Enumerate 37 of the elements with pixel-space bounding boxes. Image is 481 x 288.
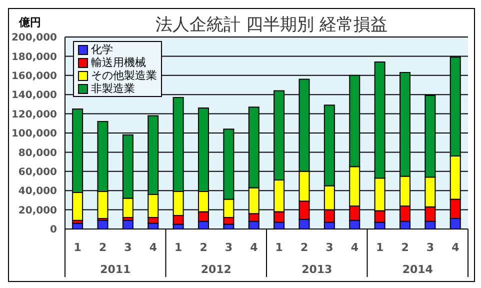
x-tick-label: 1	[174, 241, 182, 254]
y-tick-label: 140,000	[11, 90, 58, 102]
text: 2012	[200, 263, 232, 276]
y-tick-label: 100,000	[11, 128, 58, 140]
x-tick-label: 4	[149, 241, 158, 254]
x-tick-label: 2	[401, 241, 409, 254]
y-tick-label: 120,000	[11, 109, 58, 120]
x-tick-label: 1	[74, 241, 82, 254]
y-tick-label: 80,000	[18, 148, 58, 159]
y-tick-label: 20,000	[18, 205, 58, 216]
text: 2014	[402, 263, 434, 276]
chart-title: 法人企統計 四半期別 経常損益	[154, 14, 388, 36]
x-tick-label: 3	[326, 241, 334, 254]
x-tick-label: 3	[426, 241, 434, 254]
legend-label: 輸送用機械	[91, 56, 146, 69]
x-tick-label: 4	[250, 241, 258, 254]
legend-label: 非製造業	[91, 82, 135, 95]
x-tick-label: 3	[224, 241, 233, 254]
legend-label: その他製造業	[91, 69, 157, 82]
y-tick-label: 0	[50, 224, 58, 236]
y-tick-label: 180,000	[11, 52, 58, 63]
x-tick-label: 2	[98, 241, 107, 254]
x-tick-label: 1	[376, 241, 384, 254]
y-tick-label: 200,000	[11, 32, 58, 44]
x-tick-label: 3	[124, 241, 132, 254]
legend-label: 化学	[91, 43, 113, 56]
x-tick-label: 2	[300, 241, 308, 254]
y-tick-label: 160,000	[11, 70, 58, 82]
y-tick-label: 60,000	[18, 166, 58, 178]
x-tick-label: 4	[452, 241, 460, 254]
y-axis-title: 億円	[19, 15, 41, 30]
text: 2013	[302, 263, 332, 276]
x-tick-label: 1	[275, 241, 283, 254]
x-tick-label: 2	[200, 241, 208, 254]
x-tick-label: 4	[350, 241, 359, 254]
text: 2011	[100, 263, 131, 276]
y-tick-label: 40,000	[18, 186, 58, 198]
